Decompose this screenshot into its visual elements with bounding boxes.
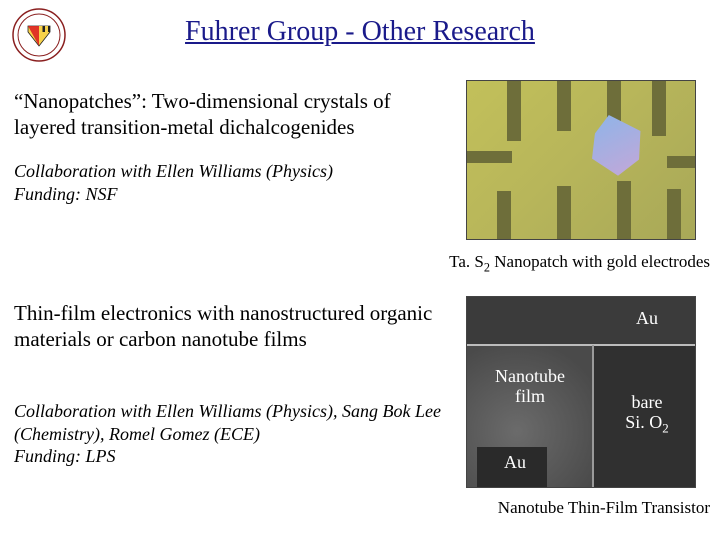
slide-root: { "title": "Fuhrer Group - Other Researc… [0, 0, 720, 540]
section1-heading: “Nanopatches”: Two-dimensional crystals … [14, 88, 444, 141]
section1-image-caption: Ta. S2 Nanopatch with gold electrodes [420, 252, 710, 272]
caption-text: Ta. S [449, 252, 484, 271]
section2-image-caption: Nanotube Thin-Film Transistor [460, 498, 710, 518]
nanotube-sem-image: Au Nanotube film bare Si. O2 Au [466, 296, 696, 488]
label-sub: 2 [662, 420, 668, 435]
slide-title: Fuhrer Group - Other Research [0, 16, 720, 48]
section2-funding: Funding: LPS [14, 446, 116, 466]
label-au-top: Au [617, 309, 677, 329]
section2-heading: Thin-film electronics with nanostructure… [14, 300, 444, 353]
label-line: Nanotube [495, 366, 565, 386]
label-line: bare [632, 392, 663, 412]
caption-text-post: Nanopatch with gold electrodes [490, 252, 710, 271]
section1-meta: Collaboration with Ellen Williams (Physi… [14, 160, 444, 205]
label-line: film [515, 386, 545, 406]
section2-meta: Collaboration with Ellen Williams (Physi… [14, 400, 444, 468]
section1-funding: Funding: NSF [14, 184, 118, 204]
label-nanotube-film: Nanotube film [475, 367, 585, 407]
section1-collab: Collaboration with Ellen Williams (Physi… [14, 161, 333, 181]
section2-collab: Collaboration with Ellen Williams (Physi… [14, 401, 441, 444]
nanopatch-micrograph [466, 80, 696, 240]
label-bare-sio2: bare Si. O2 [607, 393, 687, 433]
label-line: Si. O [625, 412, 662, 432]
label-au-bottom: Au [495, 453, 535, 473]
